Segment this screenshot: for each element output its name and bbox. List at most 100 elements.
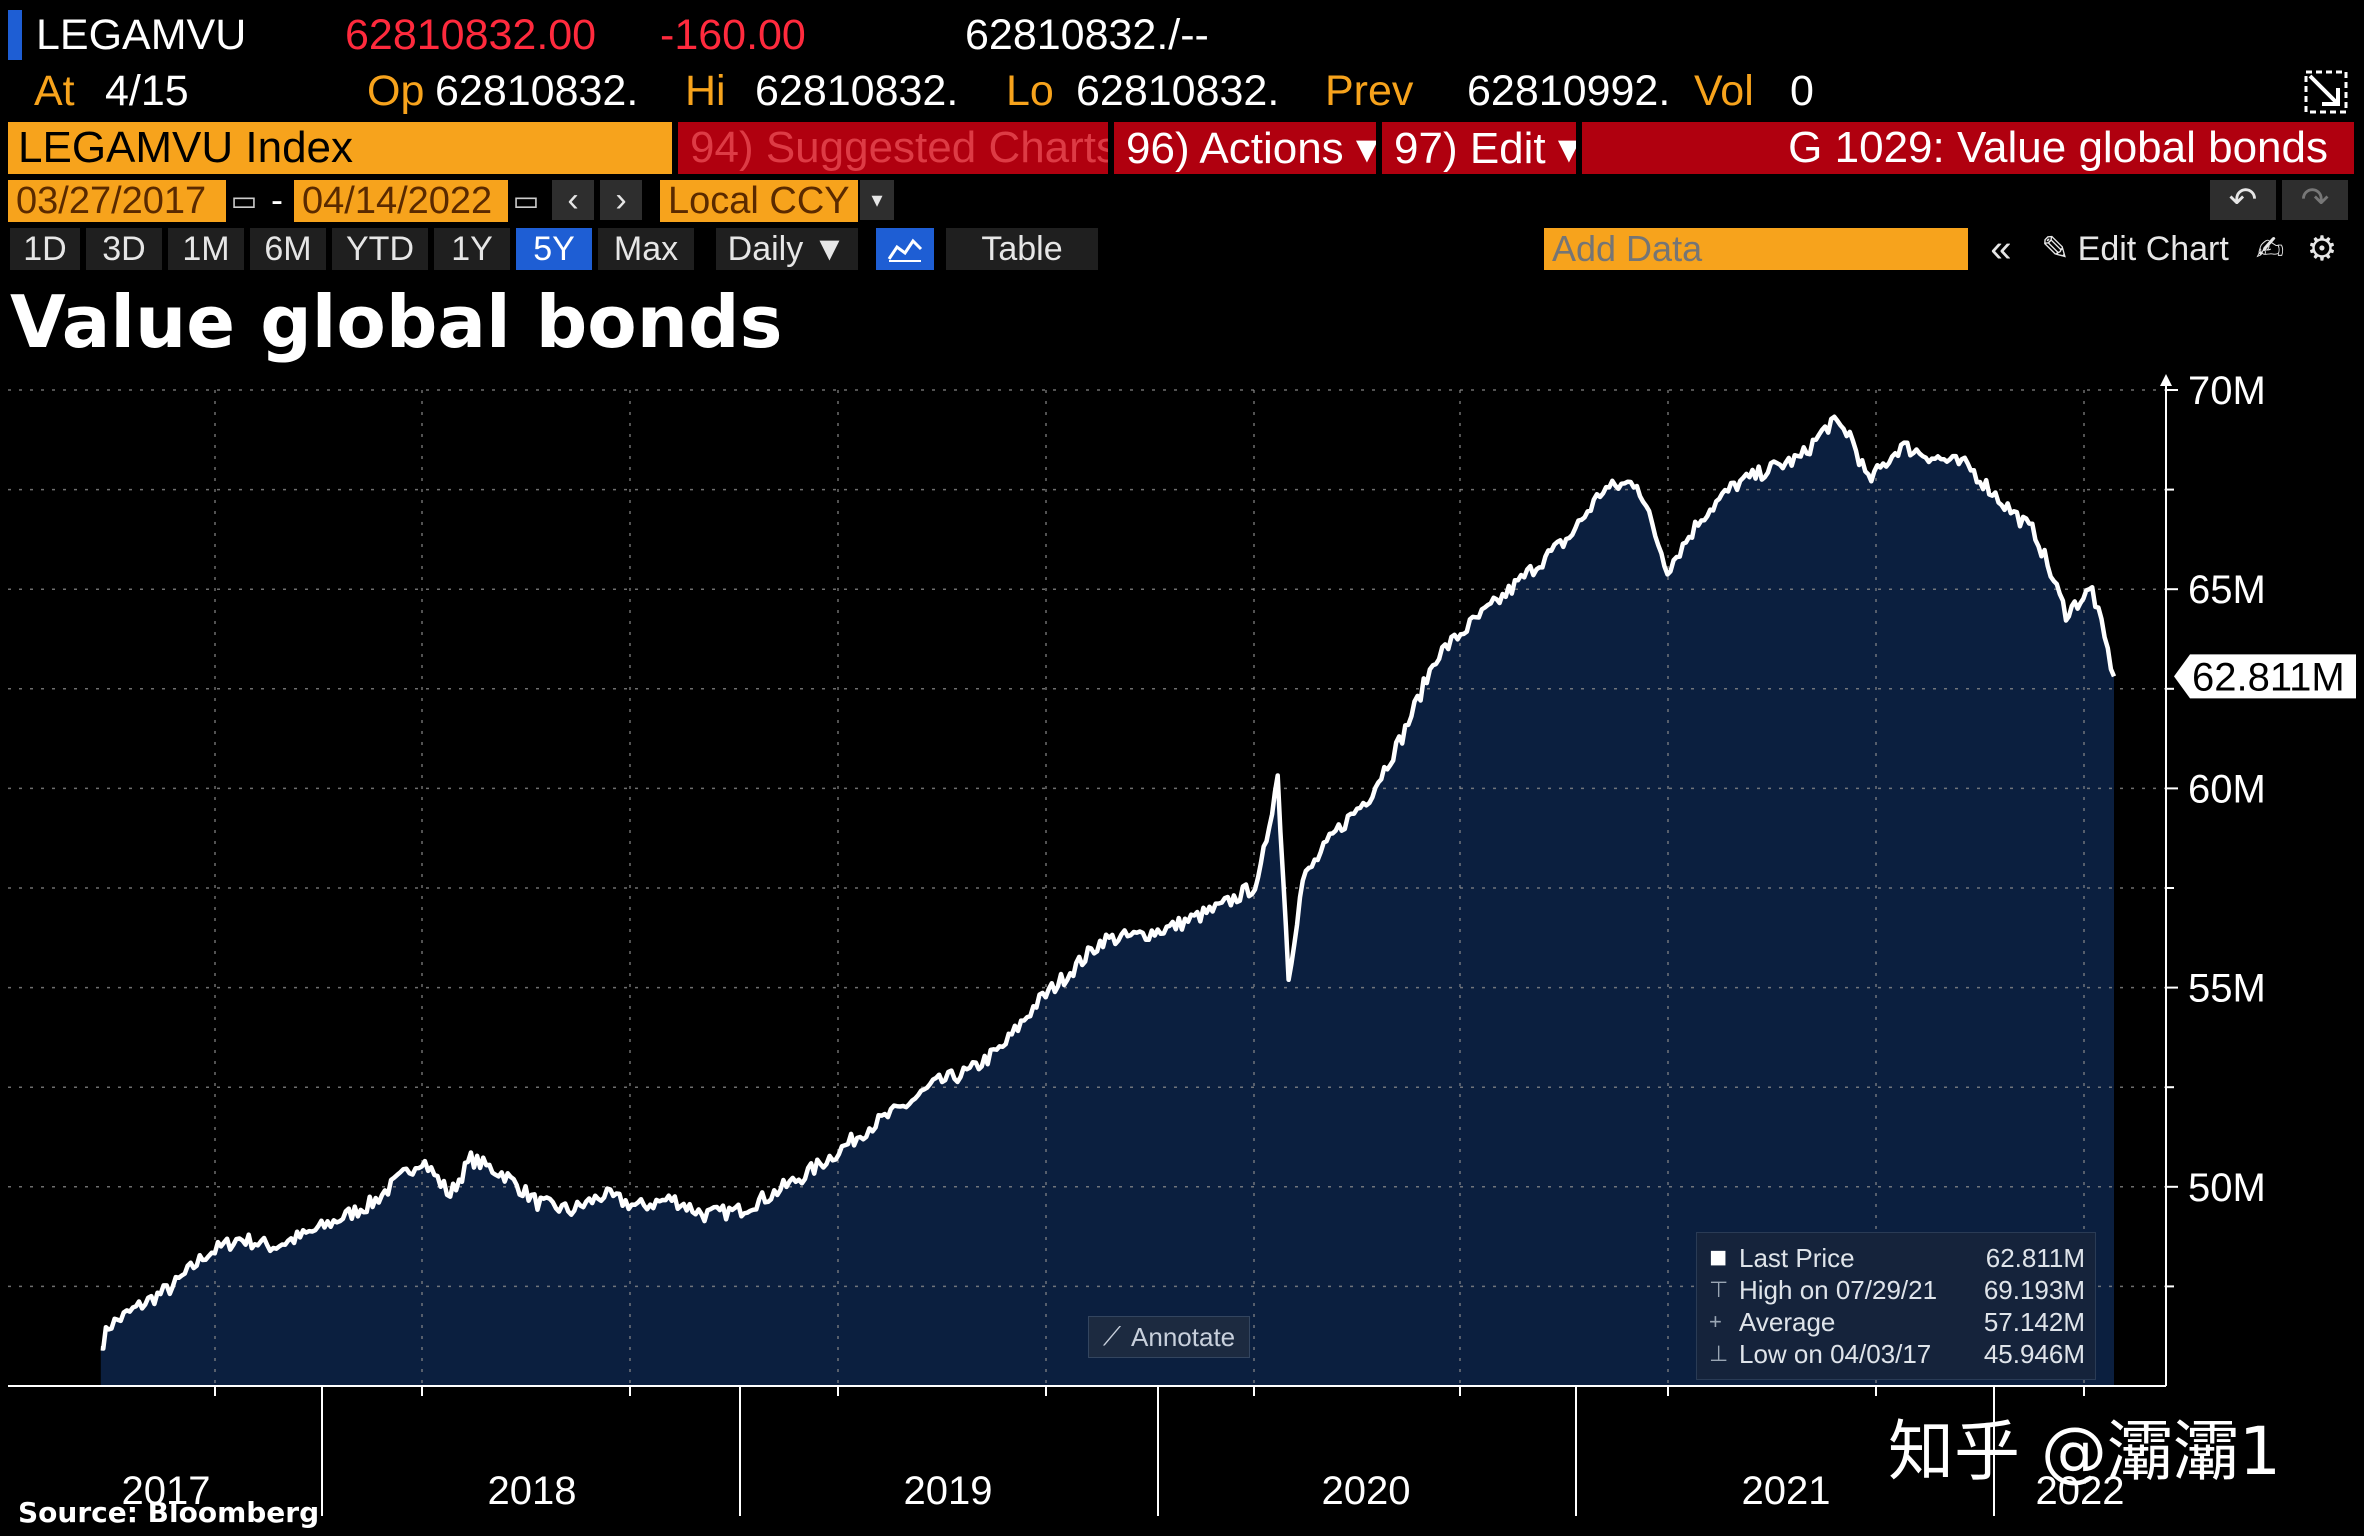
currency-select[interactable]: Local CCY [660, 180, 858, 222]
table-label: Table [981, 229, 1063, 268]
y-tick-label: 70M [2188, 369, 2266, 413]
last-value-tag [2174, 654, 2356, 699]
edit-menu[interactable]: 97) Edit ▾ [1382, 122, 1576, 174]
open-value: 62810832. [435, 67, 639, 115]
last-price: 62810832.00 [345, 11, 597, 59]
annotate-icon: ⟋ [1102, 1321, 1122, 1351]
legend-value: 57.142M [1983, 1306, 2085, 1337]
legend-row: ⊤ High on 07/29/21 69.193M [1709, 1275, 2085, 1305]
prev-value: 62810992. [1467, 67, 1671, 115]
pencil-icon: ✎ [2041, 230, 2070, 268]
x-tick-label: 2020 [1322, 1469, 1411, 1513]
actions-menu[interactable]: 96) Actions ▾ [1114, 122, 1376, 174]
end-date-field[interactable]: 04/14/2022 [294, 180, 508, 222]
x-tick-label: 2021 [1742, 1469, 1831, 1513]
end-calendar-icon[interactable]: ▭ [512, 184, 540, 216]
edit-chart-label: Edit Chart [2077, 229, 2229, 268]
y-tick-label: 50M [2188, 1166, 2266, 1210]
price-chart: 50M 55M 60M 65M 70M 2017 2018 2019 2020 2021 2022 6… [8, 369, 2356, 1516]
add-data-field[interactable] [1544, 228, 1968, 270]
range-button-3d[interactable]: 3D [86, 228, 162, 270]
legend-label: Low on 04/03/17 [1739, 1338, 1932, 1369]
high-label: Hi [685, 67, 726, 115]
last-price-marker-icon: ■ [1709, 1241, 1728, 1274]
redo-icon[interactable]: ↷ [2282, 180, 2348, 220]
y-tick-label: 55M [2188, 967, 2266, 1011]
high-value: 62810832. [755, 67, 959, 115]
prev-period-button[interactable]: ‹ [552, 180, 594, 220]
legend-marker-icon: ⊥ [1709, 1341, 1729, 1366]
collapse-icon[interactable]: « [1978, 228, 2024, 270]
y-tick-label: 60M [2188, 767, 2266, 811]
chart-title: Value global bonds [10, 280, 783, 364]
range-button-1d[interactable]: 1D [10, 228, 80, 270]
start-date-value: 03/27/2017 [16, 179, 207, 222]
price-change: -160.00 [660, 11, 806, 59]
at-label: At [34, 67, 75, 115]
legend-value: 62.811M [1985, 1242, 2085, 1273]
next-period-button[interactable]: › [600, 180, 642, 220]
annotate-button[interactable]: ⟋ Annotate [1088, 1316, 1250, 1358]
edit-label: 97) Edit ▾ [1394, 123, 1576, 173]
volume-label: Vol [1694, 67, 1754, 115]
legend-label: Last Price [1739, 1242, 1855, 1273]
legend-row: ■ Last Price 62.811M [1709, 1241, 2085, 1274]
range-button-ytd[interactable]: YTD [332, 228, 428, 270]
suggested-charts-label: 94) Suggested Charts [690, 123, 1108, 172]
ticker: LEGAMVU [36, 11, 247, 59]
y-tick-label: 65M [2188, 568, 2266, 612]
series-line [100, 414, 2117, 1351]
legend-value: 45.946M [1983, 1338, 2085, 1369]
frequency-value: Daily ▼ [727, 229, 847, 268]
chart-edit-icon[interactable]: ✍ [2250, 228, 2290, 270]
y-axis-arrow [2160, 374, 2172, 386]
legend-box: ■ Last Price 62.811M ⊤ High on 07/29/21 69.19… [1696, 1232, 2096, 1380]
security-name: LEGAMVU Index [18, 123, 354, 172]
range-button-5y[interactable]: 5Y [516, 228, 592, 270]
last-value-label: 62.811M [2192, 655, 2345, 699]
watermark: 知乎 @灞灞1 [1888, 1413, 2281, 1490]
security-field[interactable]: LEGAMVU Index [8, 122, 672, 174]
date-dash: - [271, 179, 283, 220]
frequency-select[interactable]: Daily ▼ [716, 228, 858, 270]
legend-label: Average [1739, 1306, 1836, 1337]
legend-row: ⊥ Low on 04/03/17 45.946M [1709, 1339, 2085, 1369]
currency-value: Local CCY [668, 179, 850, 222]
undo-icon[interactable]: ↶ [2210, 180, 2276, 220]
x-tick-label: 2022 [2036, 1469, 2125, 1513]
x-tick-label: 2017 [122, 1469, 211, 1513]
ticker-marker [8, 10, 22, 60]
range-button-1m[interactable]: 1M [168, 228, 244, 270]
popout-icon[interactable] [2300, 66, 2354, 120]
legend-marker-icon: ⊤ [1709, 1277, 1729, 1302]
add-data-input[interactable] [1544, 228, 1968, 270]
open-label: Op [367, 67, 425, 115]
source-note: Source: Bloomberg [18, 1496, 320, 1529]
settings-gear-icon[interactable]: ⚙ [2300, 228, 2344, 270]
series-area [100, 416, 2114, 1386]
annotate-label: Annotate [1131, 1321, 1236, 1352]
currency-dropdown-icon[interactable]: ▾ [860, 180, 894, 220]
suggested-charts-button[interactable]: 94) Suggested Charts [678, 122, 1108, 174]
legend-marker-icon: + [1709, 1309, 1722, 1334]
range-button-max[interactable]: Max [598, 228, 694, 270]
legend-label: High on 07/29/21 [1739, 1274, 1938, 1305]
table-button[interactable]: Table [946, 228, 1098, 270]
x-tick-label: 2018 [488, 1469, 577, 1513]
end-date-value: 04/14/2022 [302, 179, 493, 222]
chart-id-bar: G 1029: Value global bonds [1582, 122, 2354, 174]
range-button-6m[interactable]: 6M [250, 228, 326, 270]
bid-ask: 62810832./-- [965, 11, 1209, 59]
range-button-1y[interactable]: 1Y [434, 228, 510, 270]
volume-value: 0 [1790, 67, 1814, 115]
legend-value: 69.193M [1983, 1274, 2085, 1305]
edit-chart-button[interactable]: ✎ Edit Chart [2032, 228, 2238, 270]
start-calendar-icon[interactable]: ▭ [230, 184, 258, 216]
start-date-field[interactable]: 03/27/2017 [8, 180, 226, 222]
actions-label: 96) Actions ▾ [1126, 123, 1376, 173]
chart-id: G 1029: Value global bonds [1788, 123, 2328, 172]
x-tick-label: 2019 [904, 1469, 993, 1513]
line-chart-icon[interactable] [876, 228, 934, 270]
low-label: Lo [1006, 67, 1054, 115]
at-date: 4/15 [105, 67, 189, 115]
